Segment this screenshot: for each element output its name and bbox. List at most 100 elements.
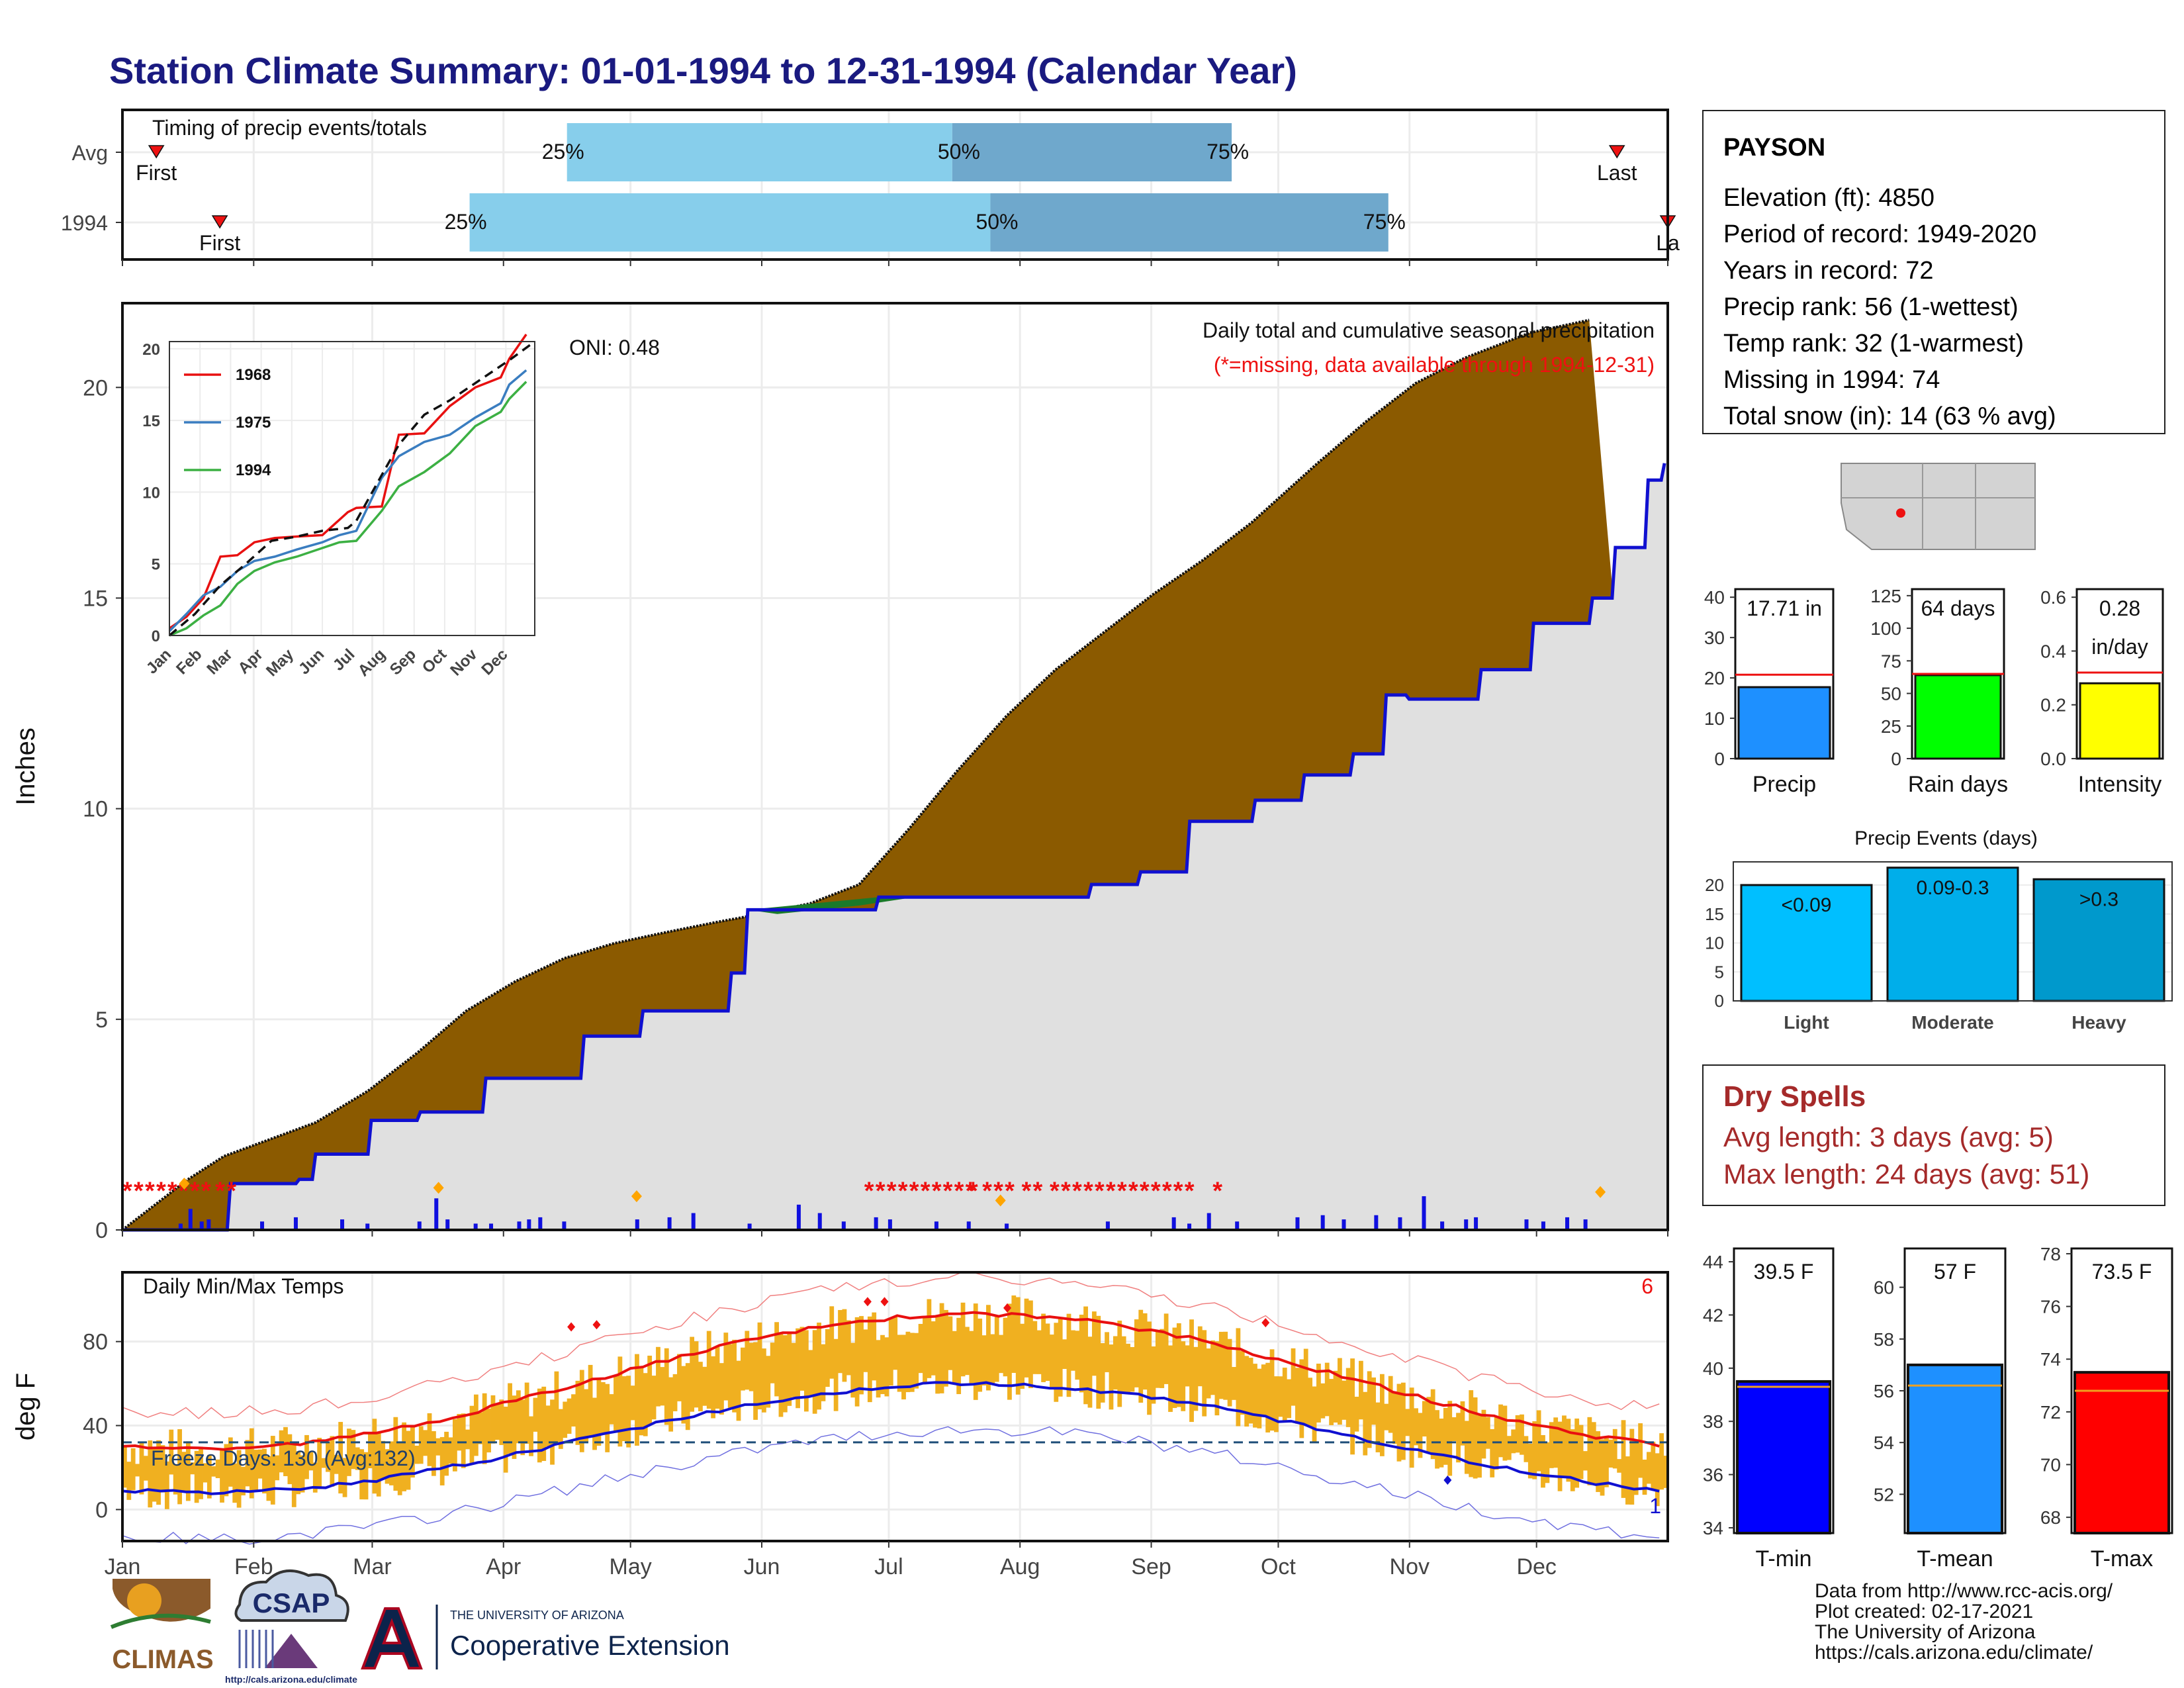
precip-events-title: Precip Events (days)	[1854, 827, 2038, 849]
missing-day-marker: *	[1117, 1178, 1127, 1205]
daily-temp-range-bar	[690, 1336, 695, 1412]
daily-temp-range-bar	[508, 1383, 512, 1454]
daily-temp-range-bar	[181, 1452, 187, 1491]
daily-temp-range-bar	[1147, 1321, 1152, 1415]
timing-bar-upper	[990, 193, 1388, 252]
daily-temp-range-bar	[1498, 1404, 1503, 1458]
last-event-label: Last	[1597, 161, 1637, 185]
inset-legend-label: 1994	[236, 461, 271, 479]
daily-temp-range-bar	[1506, 1436, 1512, 1460]
daily-temp-range-bar	[1295, 1368, 1300, 1424]
timing-pct-25-label: 25%	[542, 140, 584, 164]
daily-temp-range-bar	[973, 1303, 978, 1400]
daily-precip-bar	[1105, 1221, 1110, 1230]
inset-series-1994-line	[169, 381, 527, 637]
daily-temp-range-bar	[778, 1333, 784, 1417]
daily-temp-range-bar	[1172, 1327, 1177, 1409]
daily-temp-range-bar	[1066, 1313, 1071, 1397]
precip-event-category-label: Moderate	[1911, 1012, 1993, 1033]
daily-temp-range-bar	[1218, 1331, 1224, 1399]
daily-temp-range-bar	[787, 1333, 792, 1406]
daily-temp-range-bar	[520, 1399, 525, 1456]
record-precip-diamond	[995, 1194, 1006, 1207]
daily-temp-range-bar	[148, 1440, 153, 1508]
missing-day-marker: *	[1061, 1178, 1071, 1205]
daily-temp-range-bar	[1400, 1382, 1406, 1460]
daily-temp-range-bar	[241, 1466, 246, 1496]
daily-temp-range-bar	[283, 1427, 288, 1476]
daily-temp-range-bar	[126, 1462, 132, 1500]
daily-temp-range-bar	[1396, 1383, 1402, 1462]
daily-temp-range-bar	[1257, 1368, 1262, 1429]
csap-logo-url: http://cals.arizona.edu/climate	[225, 1674, 357, 1685]
daily-temp-range-bar	[135, 1464, 140, 1477]
daily-temp-range-bar	[381, 1440, 386, 1479]
daily-temp-range-bar	[270, 1436, 275, 1505]
daily-temp-range-bar	[1041, 1313, 1046, 1382]
daily-temp-range-bar	[681, 1366, 686, 1424]
dry-spells-avg: Avg length: 3 days (avg: 5)	[1723, 1121, 2054, 1152]
daily-precip-bar	[1295, 1217, 1300, 1230]
daily-temp-range-bar	[1430, 1389, 1435, 1460]
dry-spells-max: Max length: 24 days (avg: 51)	[1723, 1158, 2090, 1190]
daily-temp-range-bar	[1303, 1348, 1308, 1425]
daily-temp-range-bar	[1087, 1336, 1093, 1408]
month-tick-label: Jan	[105, 1554, 141, 1579]
daily-temp-range-bar	[1350, 1358, 1355, 1455]
daily-temp-range-bar	[427, 1413, 432, 1466]
daily-temp-range-bar	[999, 1335, 1004, 1374]
daily-temp-range-bar	[1617, 1459, 1622, 1473]
temp-summary-y-tick-label: 56	[1874, 1381, 1894, 1401]
climas-logo-text: CLIMAS	[112, 1645, 213, 1674]
timing-pct-50-label: 50%	[938, 140, 980, 164]
missing-day-marker: *	[982, 1178, 992, 1205]
daily-temp-range-bar	[808, 1350, 813, 1396]
daily-temp-range-bar	[1600, 1439, 1605, 1496]
temp-summary-y-tick-label: 58	[1874, 1329, 1894, 1350]
daily-temp-range-bar	[635, 1354, 639, 1446]
daily-temp-range-bar	[1062, 1339, 1067, 1369]
record-high-diamond	[863, 1297, 872, 1307]
daily-temp-range-bar	[1481, 1409, 1486, 1459]
daily-precip-bar	[1474, 1217, 1479, 1230]
daily-temp-range-bar	[203, 1463, 208, 1483]
daily-temp-range-bar	[901, 1335, 906, 1400]
daily-temp-range-bar	[1058, 1317, 1063, 1397]
daily-temp-range-bar	[1176, 1323, 1181, 1407]
missing-day-marker: *	[1072, 1178, 1082, 1205]
daily-temp-range-bar	[990, 1334, 995, 1384]
footer-plot-created: Plot created: 02-17-2021	[1815, 1601, 2034, 1622]
first-event-label: First	[136, 161, 177, 185]
daily-temp-range-bar	[1253, 1364, 1257, 1428]
summary-y-tick-label: 40	[1704, 587, 1725, 608]
timing-pct-50-label: 50%	[976, 210, 1018, 234]
daily-precip-bar	[1374, 1215, 1379, 1230]
first-event-marker	[211, 215, 228, 229]
record-high-diamond	[880, 1297, 889, 1307]
daily-temp-range-bar	[312, 1462, 318, 1493]
daily-temp-range-bar	[1079, 1315, 1084, 1393]
daily-temp-range-bar	[1549, 1422, 1554, 1468]
daily-temp-range-bar	[524, 1382, 529, 1444]
month-tick-label: Sep	[1131, 1554, 1171, 1579]
precip-event-bar	[2032, 878, 2165, 1002]
temp-summary-bar	[1736, 1380, 1831, 1534]
daily-precip-bar	[1005, 1223, 1009, 1230]
daily-temp-range-bar	[1388, 1376, 1393, 1433]
summary-panel-label: Rain days	[1908, 772, 2008, 797]
temp-summary-y-tick-label: 76	[2040, 1297, 2061, 1317]
daily-temp-range-bar	[579, 1370, 584, 1452]
daily-temp-range-bar	[257, 1449, 263, 1479]
daily-temp-range-bar	[647, 1355, 653, 1426]
daily-temp-range-bar	[220, 1450, 224, 1503]
daily-temp-range-bar	[1282, 1368, 1287, 1421]
missing-day-marker: *	[190, 1178, 200, 1205]
daily-precip-bar	[1342, 1219, 1346, 1230]
summary-y-tick-label: 0.0	[2040, 749, 2066, 769]
daily-temp-range-bar	[1324, 1362, 1330, 1417]
daily-temp-range-bar	[761, 1348, 766, 1413]
daily-temp-range-bar	[156, 1440, 161, 1505]
daily-temp-range-bar	[1629, 1429, 1635, 1505]
daily-temp-range-bar	[1621, 1420, 1626, 1498]
daily-precip-bar	[796, 1204, 801, 1230]
